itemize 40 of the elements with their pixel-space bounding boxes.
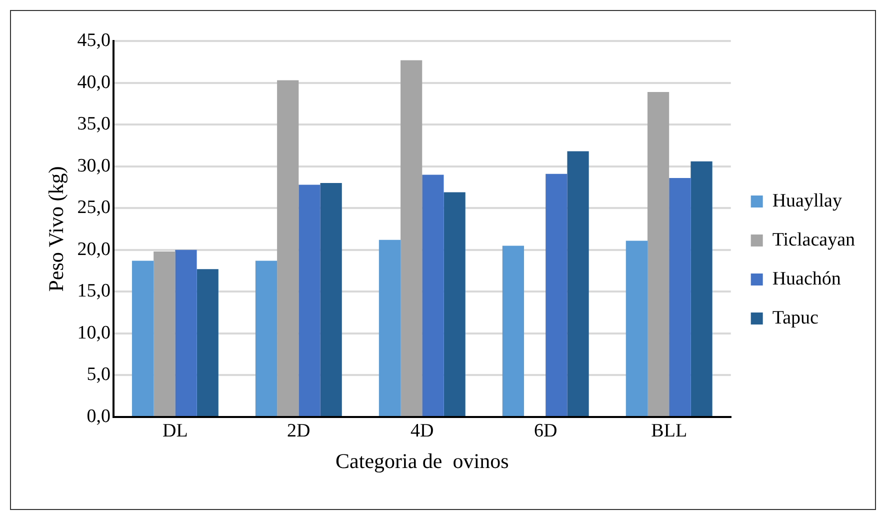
- y-tick-label: 0,0: [86, 406, 110, 427]
- x-axis-title: Categoria de ovinos: [336, 448, 509, 473]
- bar: [196, 269, 218, 416]
- bar: [378, 240, 401, 416]
- y-axis-title: Peso Vivo (kg): [44, 166, 68, 292]
- y-tick-label: 20,0: [77, 238, 110, 260]
- legend-label: Ticlacayan: [772, 229, 856, 250]
- bar: [400, 60, 422, 416]
- bar: [154, 252, 176, 416]
- bar: [546, 174, 568, 416]
- x-tick-label: 6D: [534, 420, 558, 442]
- bar: [690, 161, 712, 416]
- bar: [567, 151, 589, 416]
- bar: [132, 260, 154, 416]
- bar: [255, 260, 278, 416]
- y-tick-label: 35,0: [77, 114, 110, 135]
- bar: [502, 246, 524, 416]
- y-tick-label: 5,0: [86, 364, 110, 386]
- bar: [320, 183, 342, 416]
- x-tick-label: 2D: [287, 420, 310, 442]
- x-tick-label: BLL: [651, 420, 688, 442]
- y-tick-label: 25,0: [77, 197, 110, 218]
- bar: [422, 174, 444, 416]
- bar: [444, 192, 466, 416]
- legend-label: Huachón: [772, 268, 842, 290]
- bar: [669, 178, 691, 416]
- bar: [298, 184, 320, 416]
- y-tick-label: 15,0: [77, 280, 110, 302]
- bar: [626, 240, 648, 416]
- y-tick-label: 45,0: [77, 30, 110, 51]
- bar: [175, 250, 197, 416]
- bar: [277, 80, 299, 416]
- bar: [647, 92, 670, 416]
- x-tick-label: 4D: [410, 420, 434, 442]
- y-tick-label: 40,0: [77, 72, 110, 93]
- y-tick-label: 30,0: [77, 155, 110, 176]
- legend-label: Tapuc: [772, 307, 818, 328]
- legend-label: Huayllay: [772, 190, 842, 212]
- y-tick-label: 10,0: [77, 322, 110, 344]
- x-tick-label: DL: [162, 420, 188, 442]
